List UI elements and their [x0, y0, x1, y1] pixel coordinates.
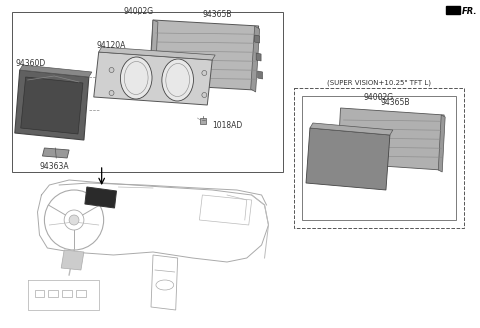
Text: (SUPER VISION+10.25" TFT L): (SUPER VISION+10.25" TFT L): [327, 79, 431, 86]
Polygon shape: [337, 108, 444, 170]
Text: 94002G: 94002G: [364, 93, 394, 102]
Polygon shape: [256, 53, 261, 61]
Text: FR.: FR.: [462, 7, 478, 16]
Polygon shape: [20, 65, 92, 77]
Circle shape: [202, 71, 207, 75]
Polygon shape: [310, 123, 393, 135]
Polygon shape: [446, 6, 460, 14]
Polygon shape: [15, 70, 89, 140]
Polygon shape: [99, 47, 215, 60]
Bar: [62, 290, 72, 297]
Text: 94120A: 94120A: [97, 41, 126, 50]
Polygon shape: [149, 20, 259, 90]
Polygon shape: [438, 115, 445, 172]
Polygon shape: [258, 71, 263, 79]
Bar: [76, 290, 86, 297]
Text: 94002G: 94002G: [123, 7, 153, 16]
Text: 94360D: 94360D: [16, 59, 46, 68]
Text: 94365B: 94365B: [380, 98, 409, 107]
Polygon shape: [61, 250, 84, 270]
Ellipse shape: [162, 59, 193, 101]
Bar: [302, 96, 456, 220]
Circle shape: [109, 68, 114, 72]
Polygon shape: [85, 187, 117, 208]
Bar: [35, 290, 45, 297]
Text: 1018AD: 1018AD: [212, 121, 242, 131]
Polygon shape: [42, 148, 69, 158]
Polygon shape: [306, 128, 390, 190]
Polygon shape: [94, 52, 212, 105]
Polygon shape: [251, 26, 260, 92]
Ellipse shape: [120, 57, 152, 99]
Circle shape: [69, 215, 79, 225]
Bar: [294, 88, 464, 228]
Bar: [48, 290, 58, 297]
Polygon shape: [21, 77, 83, 134]
Polygon shape: [255, 35, 260, 43]
Polygon shape: [200, 118, 206, 124]
Circle shape: [202, 92, 207, 97]
Text: 94365B: 94365B: [203, 10, 232, 19]
Polygon shape: [150, 20, 158, 86]
Text: 94363A: 94363A: [39, 162, 69, 171]
Bar: [12, 12, 283, 172]
Circle shape: [109, 91, 114, 95]
